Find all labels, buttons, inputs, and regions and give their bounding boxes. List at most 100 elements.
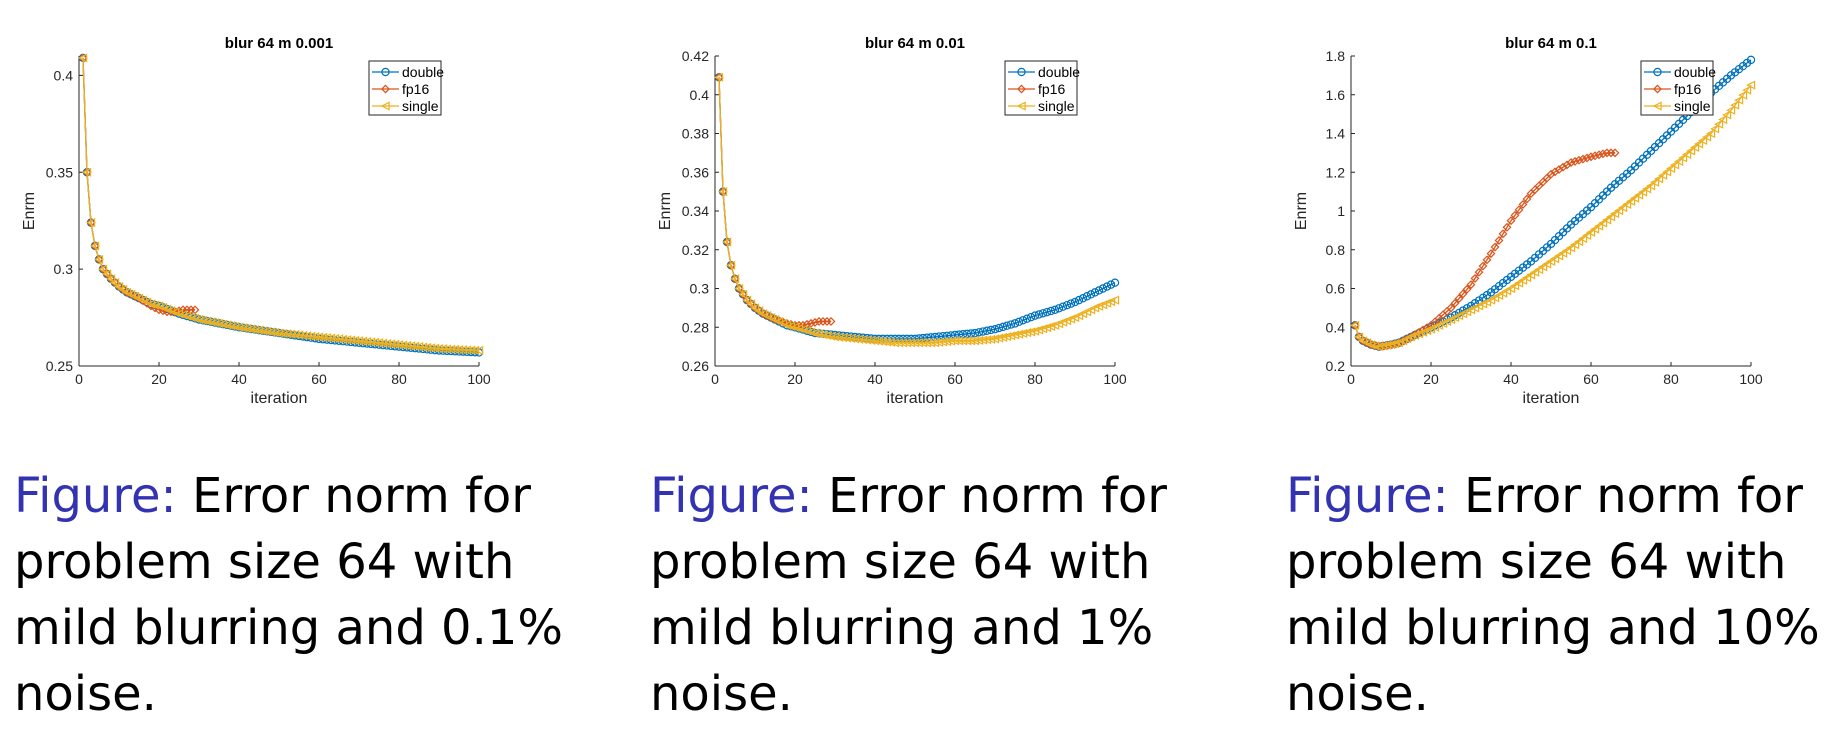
data-point-single: [386, 339, 396, 349]
data-point-single: [1626, 196, 1636, 206]
legend-label-single: single: [1038, 98, 1075, 114]
legend-label-single: single: [1674, 98, 1711, 114]
y-tick-label: 0.8: [1326, 242, 1346, 258]
data-point-single: [870, 336, 880, 346]
data-point-single: [982, 335, 992, 345]
data-point-single: [1698, 135, 1708, 146]
data-point-single: [842, 333, 852, 343]
data-point-single: [238, 323, 248, 333]
data-point-single: [394, 340, 404, 350]
data-point-single: [98, 264, 108, 274]
data-point-single: [814, 329, 824, 339]
data-point-single: [838, 333, 848, 343]
data-point-single: [458, 345, 468, 355]
data-point-single: [286, 329, 296, 339]
data-point-single: [430, 343, 440, 353]
data-point-double: [1066, 299, 1076, 308]
y-tick-label: 0.28: [682, 319, 709, 335]
data-point-single: [934, 337, 944, 347]
data-point-single: [250, 325, 260, 335]
data-point-single: [1654, 174, 1664, 184]
data-point-single: [1002, 331, 1012, 342]
data-point-single: [402, 340, 412, 351]
data-point-double: [986, 325, 996, 335]
data-point-single: [398, 340, 408, 350]
legend-swatch-marker: [1653, 84, 1662, 94]
data-point-single: [302, 331, 312, 341]
legend-label-single: single: [402, 98, 439, 114]
data-point-single: [986, 334, 996, 344]
data-point-single: [1582, 230, 1592, 240]
legend-label-fp16: fp16: [1038, 81, 1065, 97]
data-point-single: [422, 342, 432, 352]
series-fp16: [714, 72, 836, 330]
data-point-single: [466, 345, 476, 355]
y-tick-label: 0.3: [54, 261, 74, 277]
legend-swatch-marker: [380, 101, 390, 111]
data-point-single: [1542, 259, 1552, 269]
data-point-single: [322, 333, 332, 343]
series-single: [78, 53, 484, 356]
data-point-double: [1746, 55, 1756, 65]
data-point-single: [1726, 105, 1736, 115]
data-point-single: [722, 237, 732, 247]
x-tick-label: 40: [867, 371, 883, 387]
data-point-single: [274, 328, 284, 338]
data-point-single: [1686, 146, 1696, 156]
data-point-single: [1742, 85, 1752, 95]
data-point-single: [1546, 256, 1556, 266]
data-point-single: [1350, 320, 1360, 330]
y-tick-label: 0.25: [46, 358, 73, 374]
y-axis-label: Enrm: [657, 192, 674, 230]
data-point-double: [1050, 305, 1060, 315]
series-single: [1350, 80, 1756, 352]
data-point-single: [1558, 248, 1568, 258]
data-point-single: [738, 289, 748, 299]
data-point-single: [82, 167, 92, 177]
data-point-single: [406, 341, 416, 351]
data-point-single: [734, 283, 744, 294]
data-point-single: [1586, 227, 1596, 237]
data-point-fp16: [1518, 199, 1528, 209]
data-point-single: [998, 332, 1008, 342]
data-point-double: [1046, 306, 1056, 316]
data-point-single: [254, 325, 264, 335]
data-point-single: [90, 241, 100, 251]
data-point-fp16: [1502, 222, 1512, 232]
data-point-single: [1598, 218, 1608, 228]
data-point-single: [246, 324, 256, 334]
data-point-single: [350, 335, 360, 345]
data-point-double: [1006, 320, 1016, 329]
data-point-single: [1506, 283, 1516, 294]
data-point-fp16: [1578, 154, 1588, 164]
data-point-single: [1510, 281, 1520, 291]
data-point-double: [998, 322, 1008, 332]
data-point-single: [270, 327, 280, 338]
data-point-single: [94, 254, 104, 265]
data-point-single: [1702, 132, 1712, 142]
data-point-single: [258, 326, 268, 336]
data-point-single: [390, 339, 400, 349]
data-point-single: [1018, 328, 1028, 339]
caption-label: Figure:: [1286, 468, 1449, 524]
data-point-double: [1086, 290, 1096, 299]
data-point-single: [334, 334, 344, 344]
data-point-single: [1590, 224, 1600, 234]
data-point-single: [1550, 254, 1560, 264]
data-point-fp16: [1562, 160, 1572, 170]
data-point-single: [378, 338, 388, 348]
data-point-double: [1090, 288, 1100, 297]
data-point-fp16: [1582, 153, 1592, 163]
data-point-single: [454, 344, 464, 355]
data-point-double: [1026, 312, 1036, 322]
data-point-fp16: [1554, 165, 1564, 174]
data-point-double: [974, 328, 984, 337]
data-point-single: [1710, 124, 1720, 134]
legend-swatch-marker: [1017, 67, 1026, 77]
data-point-single: [1538, 262, 1548, 272]
data-point-single: [874, 336, 884, 346]
data-point-single: [1502, 286, 1512, 296]
series-fp16: [78, 53, 200, 317]
